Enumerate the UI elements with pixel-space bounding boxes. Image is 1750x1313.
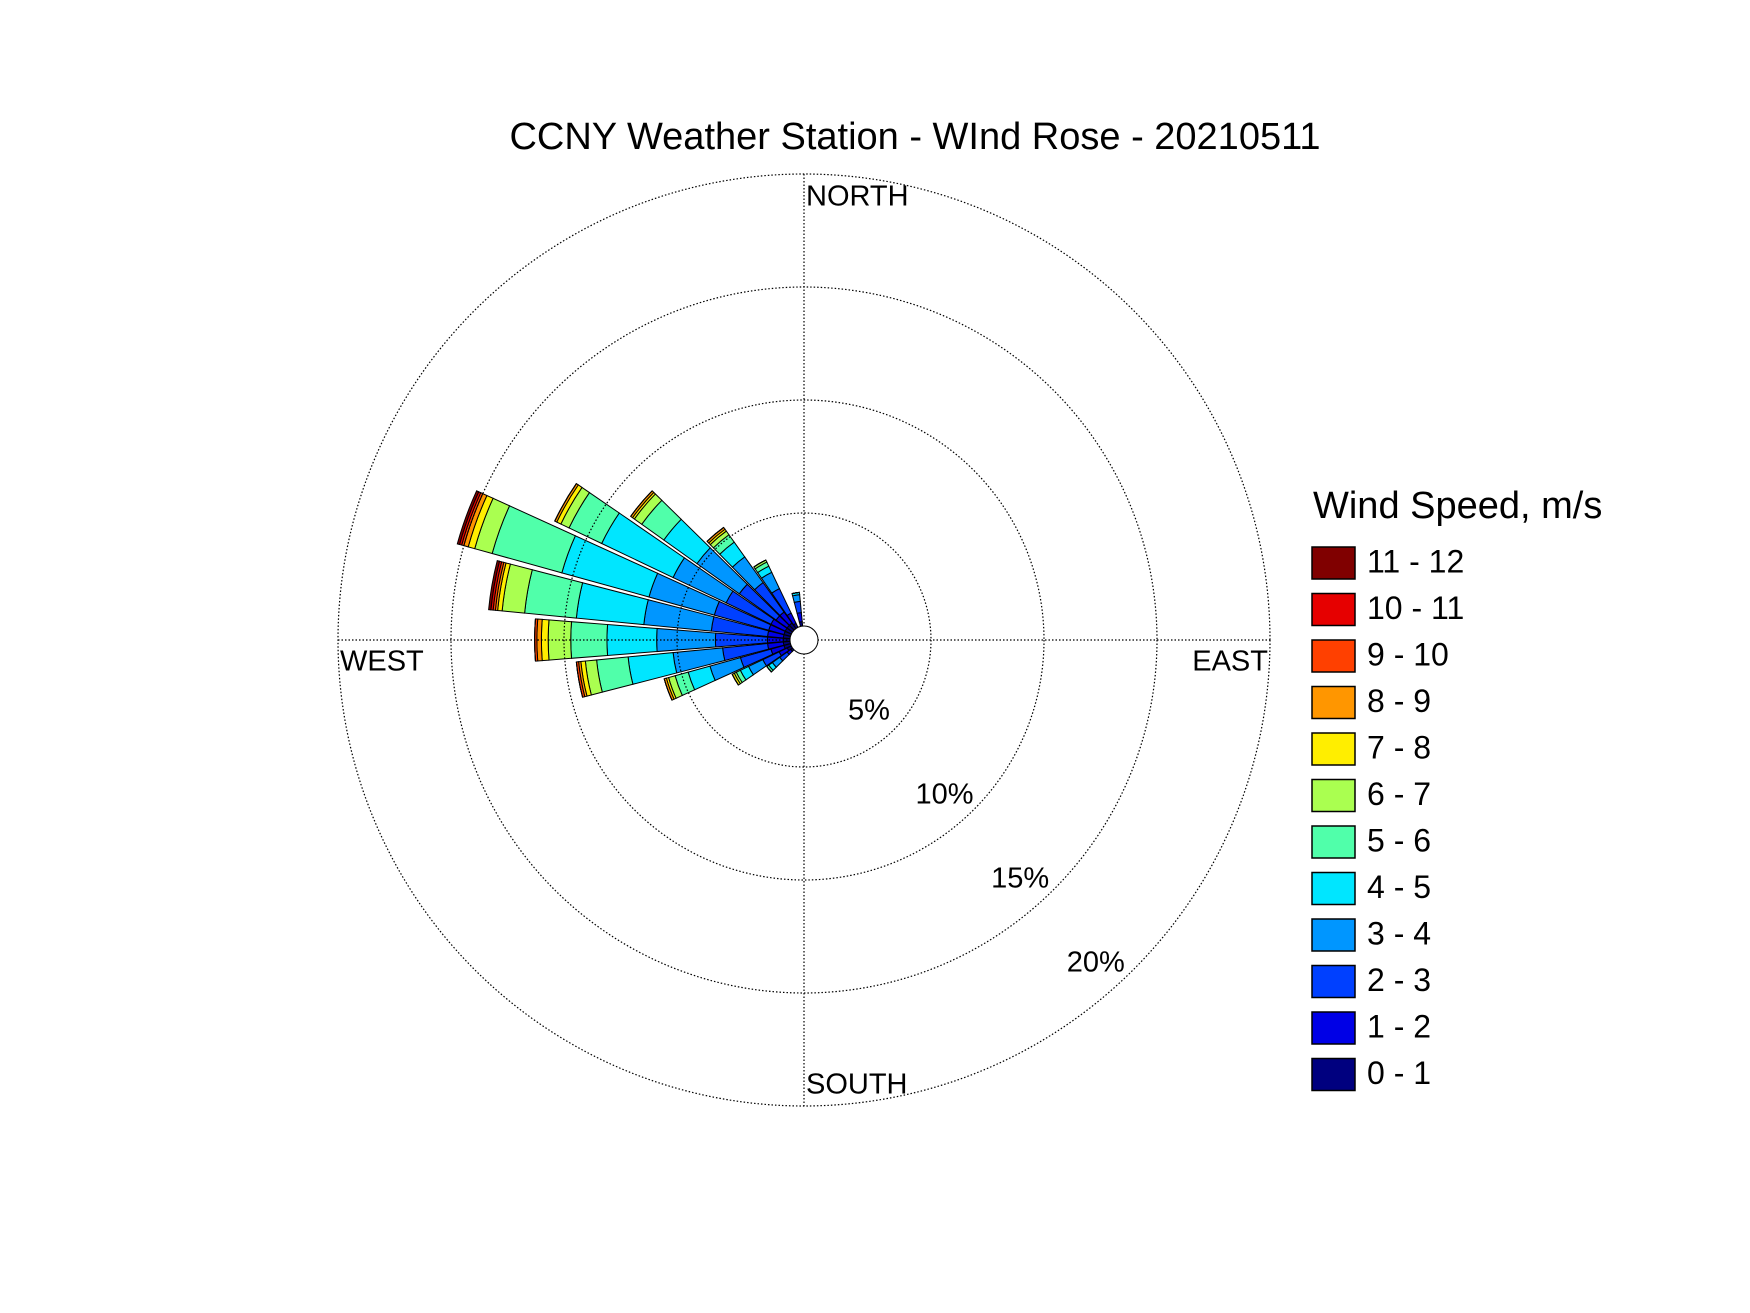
legend-swatch: [1311, 592, 1356, 627]
legend-swatch: [1311, 871, 1356, 906]
legend-label: 2 - 3: [1367, 962, 1431, 998]
legend-swatch: [1311, 732, 1356, 766]
wedge: [796, 612, 803, 623]
legend-swatch: [1311, 639, 1356, 673]
legend-label: 6 - 7: [1367, 776, 1431, 812]
wedge: [488, 560, 501, 611]
legend-label: 3 - 4: [1367, 915, 1431, 951]
legend-swatch: [1311, 825, 1356, 859]
wedge: [575, 661, 584, 698]
legend-swatch: [1311, 546, 1356, 580]
legend-label: 7 - 8: [1367, 729, 1431, 765]
direction-label: EAST: [1192, 646, 1268, 678]
direction-label: NORTH: [806, 181, 909, 213]
legend-label: 5 - 6: [1367, 822, 1431, 858]
wedge: [524, 569, 584, 619]
legend-swatch: [1311, 964, 1356, 999]
legend-swatch: [1311, 918, 1356, 952]
wedge: [753, 559, 767, 568]
ring-label: 5%: [848, 695, 890, 727]
legend-title: Wind Speed, m/s: [1313, 485, 1602, 527]
legend-swatch: [1311, 778, 1356, 813]
legend-swatch: [1311, 1057, 1356, 1092]
legend-label: 8 - 9: [1367, 683, 1431, 719]
center-hole: [789, 625, 819, 655]
legend-swatch: [1311, 1011, 1356, 1045]
chart-title: CCNY Weather Station - WInd Rose - 20210…: [509, 116, 1320, 158]
legend-label: 11 - 12: [1367, 543, 1464, 579]
wedge: [534, 618, 536, 662]
ring-label: 20%: [1067, 947, 1125, 979]
legend-label: 4 - 5: [1367, 869, 1431, 905]
legend-label: 1 - 2: [1367, 1008, 1431, 1044]
wedge: [596, 656, 634, 693]
grid-ring: [563, 399, 1045, 881]
wedge: [793, 600, 802, 614]
wedge: [456, 490, 480, 546]
legend-label: 9 - 10: [1367, 636, 1449, 672]
legend-swatch: [1311, 685, 1356, 720]
direction-label: WEST: [340, 646, 424, 678]
legend-label: 10 - 11: [1367, 590, 1464, 626]
legend-label: 0 - 1: [1367, 1055, 1431, 1091]
ring-label: 10%: [915, 779, 973, 811]
direction-label: SOUTH: [806, 1069, 908, 1101]
ring-label: 15%: [991, 863, 1049, 895]
